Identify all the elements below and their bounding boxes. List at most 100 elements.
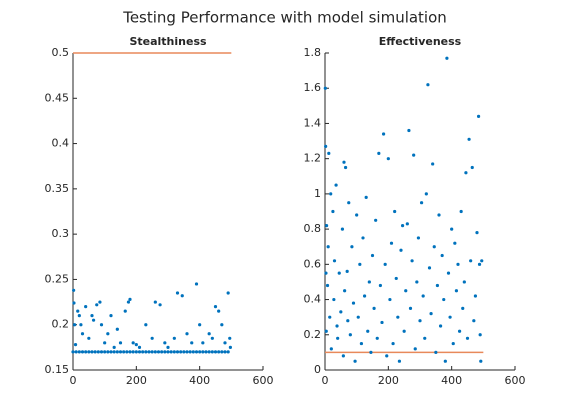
point	[391, 341, 395, 346]
point	[341, 354, 345, 358]
point	[408, 306, 413, 310]
point	[115, 327, 119, 331]
point	[228, 336, 232, 340]
point	[400, 223, 405, 228]
point	[431, 162, 435, 166]
point	[137, 345, 142, 349]
point	[332, 297, 336, 302]
point	[180, 294, 184, 298]
point	[175, 291, 180, 295]
point	[144, 323, 148, 327]
point	[477, 262, 482, 266]
point	[351, 301, 356, 305]
point	[198, 350, 202, 354]
point	[448, 315, 452, 319]
point	[99, 323, 104, 327]
point	[472, 319, 476, 323]
point	[465, 336, 470, 340]
point	[438, 324, 443, 328]
subplot-title: Stealthiness	[129, 35, 207, 48]
point	[109, 350, 113, 354]
point	[77, 314, 81, 318]
point	[394, 276, 398, 281]
point	[393, 209, 397, 214]
point	[385, 354, 389, 358]
point	[370, 253, 375, 258]
point	[323, 86, 327, 90]
point	[188, 350, 192, 354]
point	[153, 300, 157, 304]
point	[118, 350, 123, 354]
point	[191, 350, 195, 354]
point	[103, 341, 107, 345]
point	[369, 350, 373, 354]
point	[347, 201, 351, 205]
point	[122, 350, 126, 354]
point	[478, 333, 482, 337]
point	[451, 341, 455, 346]
x-tick-label: 400	[441, 374, 462, 387]
point	[324, 223, 329, 228]
point	[166, 345, 170, 349]
point	[210, 350, 214, 354]
point	[115, 350, 119, 354]
point	[457, 329, 462, 333]
point	[131, 341, 135, 345]
y-tick-label: 0.6	[304, 257, 322, 270]
point	[73, 343, 78, 347]
point	[80, 332, 85, 336]
point	[79, 323, 83, 327]
point	[404, 289, 408, 293]
point	[410, 259, 414, 263]
point	[126, 300, 131, 304]
point	[324, 329, 328, 333]
point	[201, 350, 205, 354]
point	[77, 350, 81, 354]
point	[340, 227, 345, 231]
point	[137, 350, 142, 354]
point	[150, 350, 154, 354]
point	[397, 359, 402, 363]
point	[160, 350, 164, 354]
point	[194, 282, 199, 286]
point	[185, 332, 189, 336]
point	[345, 269, 349, 273]
point	[389, 241, 394, 245]
point	[476, 114, 481, 118]
point	[348, 333, 352, 337]
point	[372, 306, 376, 310]
point	[419, 201, 424, 205]
point	[144, 350, 148, 354]
point	[350, 245, 354, 249]
point	[134, 343, 138, 347]
point	[423, 336, 427, 340]
point	[437, 213, 441, 217]
point	[217, 350, 221, 354]
point	[335, 324, 339, 328]
point	[226, 350, 230, 354]
point	[413, 347, 417, 351]
point	[123, 309, 127, 313]
point	[399, 248, 403, 252]
point	[418, 319, 422, 323]
point	[207, 350, 211, 354]
point	[336, 336, 340, 340]
point	[381, 132, 386, 136]
point	[207, 332, 211, 336]
point	[405, 222, 409, 226]
y-tick-label: 0.8	[304, 222, 322, 235]
point	[377, 151, 381, 155]
point	[383, 262, 387, 266]
point	[435, 283, 440, 288]
point	[131, 350, 135, 354]
point	[453, 241, 457, 245]
point	[134, 350, 138, 354]
point	[446, 271, 451, 275]
point	[412, 153, 416, 157]
point	[147, 350, 151, 354]
point	[415, 280, 419, 284]
point	[346, 319, 350, 323]
point	[470, 165, 474, 170]
point	[328, 315, 332, 319]
y-tick-label: 1.8	[304, 46, 322, 59]
